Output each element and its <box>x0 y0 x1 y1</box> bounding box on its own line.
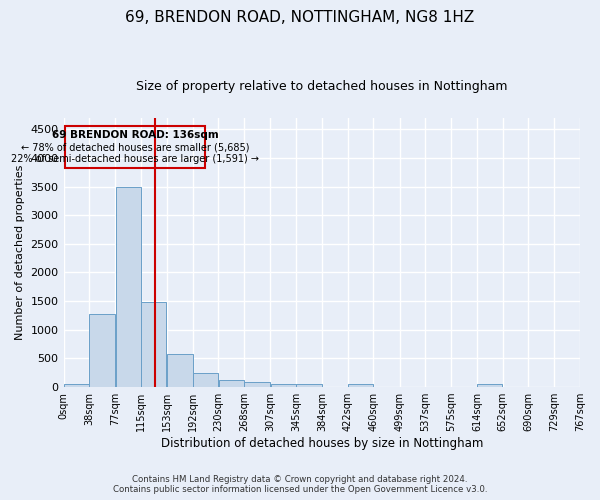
Bar <box>244 382 270 387</box>
Bar <box>296 384 322 387</box>
Text: Contains HM Land Registry data © Crown copyright and database right 2024.: Contains HM Land Registry data © Crown c… <box>132 475 468 484</box>
Title: Size of property relative to detached houses in Nottingham: Size of property relative to detached ho… <box>136 80 508 93</box>
Bar <box>218 380 244 387</box>
Bar <box>271 384 296 387</box>
Bar <box>116 186 141 387</box>
Text: ← 78% of detached houses are smaller (5,685): ← 78% of detached houses are smaller (5,… <box>20 142 249 152</box>
X-axis label: Distribution of detached houses by size in Nottingham: Distribution of detached houses by size … <box>161 437 483 450</box>
Bar <box>348 384 373 387</box>
Text: 22% of semi-detached houses are larger (1,591) →: 22% of semi-detached houses are larger (… <box>11 154 259 164</box>
Text: Contains public sector information licensed under the Open Government Licence v3: Contains public sector information licen… <box>113 485 487 494</box>
Bar <box>477 384 502 387</box>
Y-axis label: Number of detached properties: Number of detached properties <box>15 164 25 340</box>
Bar <box>64 384 89 387</box>
Bar <box>193 374 218 387</box>
Text: 69 BRENDON ROAD: 136sqm: 69 BRENDON ROAD: 136sqm <box>52 130 218 140</box>
Bar <box>141 302 166 387</box>
Text: 69, BRENDON ROAD, NOTTINGHAM, NG8 1HZ: 69, BRENDON ROAD, NOTTINGHAM, NG8 1HZ <box>125 10 475 25</box>
Bar <box>89 314 115 387</box>
Bar <box>167 354 193 387</box>
